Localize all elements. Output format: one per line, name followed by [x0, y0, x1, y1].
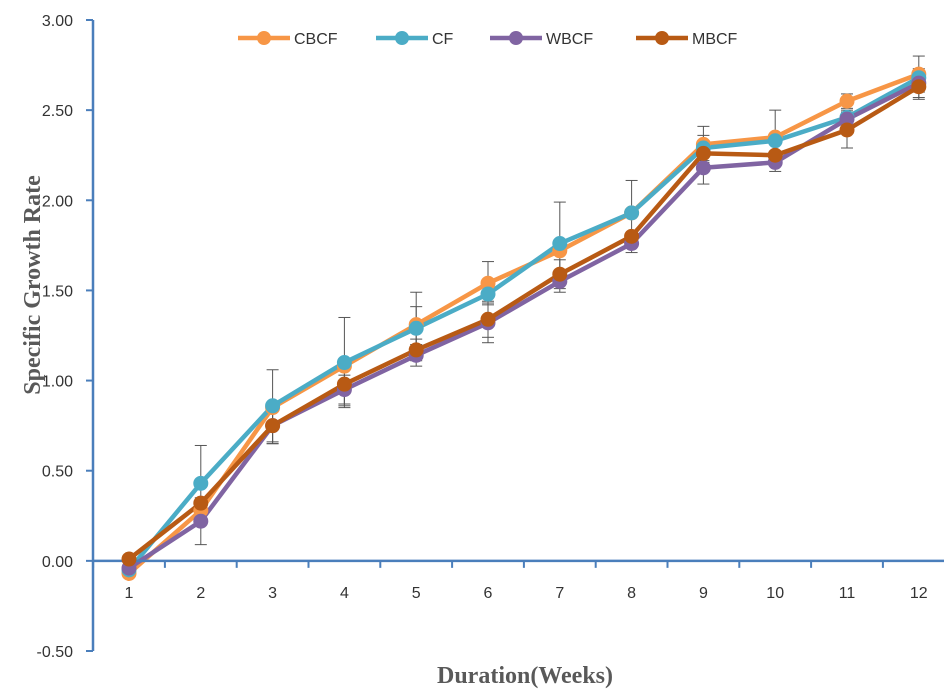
- data-point-mbcf: [193, 495, 209, 511]
- data-point-mbcf: [265, 418, 281, 434]
- data-point-cf: [265, 398, 281, 414]
- legend-label-wbcf: WBCF: [546, 31, 593, 48]
- data-point-mbcf: [911, 79, 927, 95]
- legend-label-cf: CF: [432, 31, 454, 48]
- data-point-mbcf: [336, 376, 352, 392]
- x-tick-label: 6: [484, 585, 493, 602]
- data-point-mbcf: [480, 311, 496, 327]
- x-tick-label: 12: [910, 585, 928, 602]
- data-point-cf: [408, 320, 424, 336]
- data-point-mbcf: [408, 342, 424, 358]
- data-point-wbcf: [695, 160, 711, 176]
- data-point-mbcf: [624, 228, 640, 244]
- y-ticks: 3.00 2.50 2.00 1.50 1.00 0.50 0.00 -0.50: [37, 13, 93, 661]
- legend: CBCF CF WBCF MBCF: [238, 31, 738, 48]
- legend-marker-cf: [395, 31, 409, 45]
- y-tick-label: 0.00: [42, 554, 73, 571]
- data-point-mbcf: [767, 147, 783, 163]
- series-markers: [121, 66, 927, 581]
- legend-marker-mbcf: [655, 31, 669, 45]
- series-line-mbcf: [127, 84, 920, 561]
- x-tick-label: 8: [627, 585, 636, 602]
- legend-marker-cbcf: [257, 31, 271, 45]
- data-point-cf: [552, 236, 568, 252]
- legend-label-mbcf: MBCF: [692, 31, 738, 48]
- x-tick-label: 4: [340, 585, 349, 602]
- x-axis-title: Duration(Weeks): [437, 663, 613, 689]
- data-point-cf: [336, 355, 352, 371]
- series-line-cf: [127, 75, 920, 572]
- data-point-mbcf: [695, 145, 711, 161]
- data-point-mbcf: [121, 551, 137, 567]
- y-tick-label: 2.00: [42, 193, 73, 210]
- x-tick-label: 9: [699, 585, 708, 602]
- data-point-cf: [193, 475, 209, 491]
- y-tick-label: -0.50: [37, 644, 74, 661]
- data-point-mbcf: [552, 266, 568, 282]
- x-tick-label: 10: [766, 585, 784, 602]
- legend-marker-wbcf: [509, 31, 523, 45]
- data-point-wbcf: [193, 513, 209, 529]
- legend-label-cbcf: CBCF: [294, 31, 338, 48]
- y-tick-label: 1.50: [42, 283, 73, 300]
- x-tick-label: 11: [839, 585, 856, 602]
- data-point-cbcf: [839, 93, 855, 109]
- x-tick-label: 3: [268, 585, 277, 602]
- data-point-mbcf: [839, 122, 855, 138]
- y-tick-label: 2.50: [42, 103, 73, 120]
- x-tick-label: 1: [125, 585, 134, 602]
- y-tick-label: 1.00: [42, 374, 73, 391]
- x-ticks: 1 2 3 4 5 6 7 8 9 10 11 12: [92, 560, 928, 602]
- series-lines: [127, 71, 920, 576]
- x-tick-label: 5: [412, 585, 421, 602]
- y-axis-title: Specific Growth Rate: [20, 175, 46, 395]
- y-tick-label: 3.00: [42, 13, 73, 30]
- data-point-cf: [624, 205, 640, 221]
- x-tick-label: 2: [196, 585, 205, 602]
- series-line-wbcf: [127, 81, 920, 570]
- y-tick-label: 0.50: [42, 464, 73, 481]
- x-tick-label: 7: [555, 585, 564, 602]
- data-point-cf: [767, 133, 783, 149]
- axes: [91, 20, 944, 651]
- data-point-cf: [480, 286, 496, 302]
